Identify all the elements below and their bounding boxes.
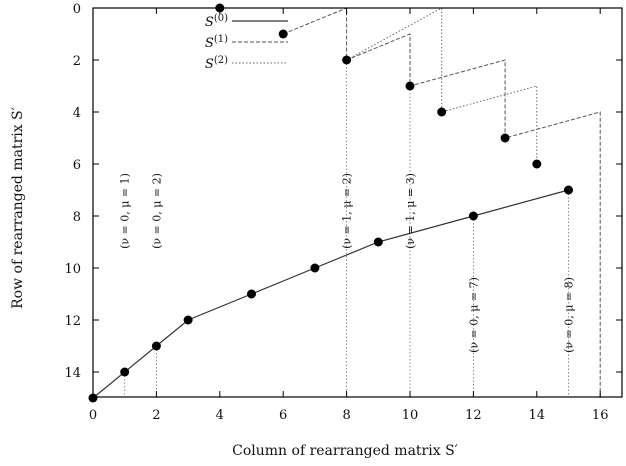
data-point — [247, 289, 256, 299]
y-tick-label: 10 — [64, 262, 81, 277]
data-point — [342, 55, 352, 65]
x-tick-label: 16 — [592, 408, 609, 423]
legend-item: S(1) — [205, 34, 288, 51]
legend-item: S(2) — [205, 55, 288, 72]
y-tick-label: 6 — [73, 158, 81, 173]
annotation-label: (ν = 0, μ = 8) — [563, 277, 576, 353]
series-line-1 — [283, 7, 601, 398]
x-tick-label: 10 — [402, 408, 419, 423]
legend-label: S(0) — [205, 13, 228, 30]
y-tick-label: 8 — [73, 210, 81, 225]
x-tick-label: 14 — [529, 408, 546, 423]
annotation-label: (ν = 0, μ = 7) — [467, 277, 480, 353]
x-axis-label: Column of rearranged matrix S′ — [232, 443, 458, 459]
x-tick-label: 4 — [216, 408, 224, 423]
annotation-labels: (ν = 0, μ = 1) (ν = 0, μ = 2) (ν = 1, μ = … — [119, 173, 576, 353]
data-point — [564, 185, 573, 195]
data-point — [468, 211, 478, 221]
plot-frame — [92, 7, 623, 398]
series-line-0 — [92, 189, 569, 399]
x-tick-label: 8 — [342, 408, 350, 423]
y-axis-label: Row of rearranged matrix S′ — [10, 107, 26, 309]
y-tick-label: 4 — [73, 106, 81, 121]
data-point — [88, 393, 98, 403]
legend-label: S(1) — [205, 34, 228, 51]
y-tick-label: 2 — [73, 54, 81, 69]
data-point — [437, 107, 447, 117]
x-tick-label: 6 — [279, 408, 287, 423]
data-points — [88, 3, 573, 403]
series-line-2 — [346, 7, 538, 164]
data-point — [500, 133, 510, 143]
x-tick-label: 2 — [152, 408, 160, 423]
data-point — [532, 159, 542, 169]
legend: S(0) S(1) S(2) — [205, 13, 288, 72]
annotation-label: (ν = 1, μ = 2) — [341, 173, 354, 249]
axes: 0 2 4 6 8 10 12 14 16 0 2 4 6 8 10 12 14 — [64, 2, 623, 423]
data-point — [120, 367, 130, 377]
legend-label: S(2) — [205, 55, 228, 72]
data-point — [373, 237, 383, 247]
data-point — [278, 29, 288, 39]
annotation-label: (ν = 0, μ = 2) — [150, 173, 163, 249]
data-point — [151, 341, 161, 351]
y-tick-label: 12 — [64, 314, 81, 329]
annotation-guides — [124, 60, 569, 397]
y-tick-label: 14 — [64, 366, 81, 381]
x-tick-label: 0 — [89, 408, 97, 423]
x-tick-label: 12 — [465, 408, 482, 423]
data-point — [183, 315, 193, 325]
legend-item: S(0) — [205, 13, 288, 30]
annotation-label: (ν = 0, μ = 1) — [119, 173, 132, 249]
annotation-label: (ν = 1, μ = 3) — [404, 173, 417, 249]
y-tick-label: 0 — [73, 2, 81, 17]
data-point — [405, 81, 415, 91]
data-point — [310, 263, 320, 273]
